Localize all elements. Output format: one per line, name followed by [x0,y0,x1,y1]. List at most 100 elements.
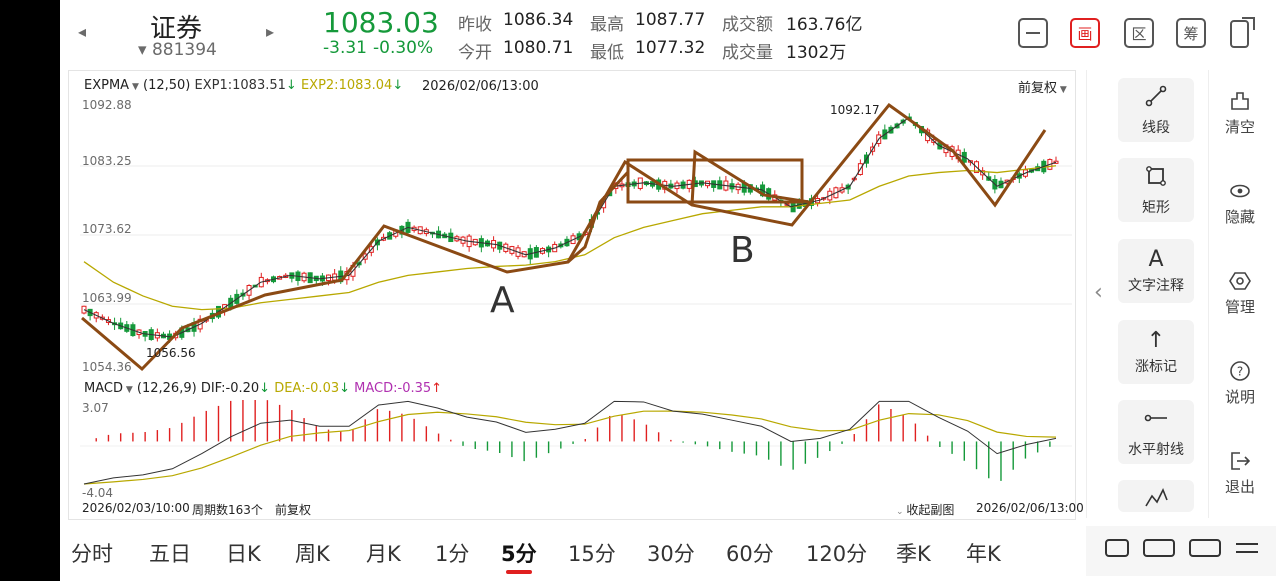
chip-distribution-button[interactable]: 筹 [1176,18,1206,48]
exit-label: 退出 [1224,478,1255,496]
tool-rectangle[interactable]: 矩形 [1118,158,1194,222]
eye-icon [1212,180,1268,206]
macd-chart[interactable] [80,400,1072,498]
y-label: 1092.88 [82,98,132,112]
horizontal-ray-icon [1118,406,1194,439]
period-count: 周期数163个 [192,503,263,517]
settings-icon [1212,270,1268,296]
dif-down-arrow-icon: ↓ [259,381,271,396]
pattern-icon [1118,486,1194,512]
period-tab[interactable]: 季K [896,542,931,566]
period-tab[interactable]: 日K [226,542,261,566]
adjust-label: 前复权 [1018,81,1058,96]
period-tab[interactable]: 30分 [647,542,695,566]
collapse-label: 收起副图 [906,503,955,517]
collapse-tools-chevron-icon[interactable]: ‹ [1094,280,1103,305]
drawn-zigzag-line[interactable] [690,149,810,206]
high-label: 最高 [590,15,624,35]
help-icon: ? [1212,360,1268,386]
device-switch-icon [1230,17,1255,48]
period-tab[interactable]: 周K [295,542,330,566]
tool-pattern[interactable] [1118,480,1194,512]
price-change-pct: -0.30% [373,38,434,58]
help-button[interactable]: ? 说明 [1212,360,1268,407]
dea-down-arrow-icon: ↓ [339,381,351,396]
exp2-down-arrow-icon: ↓ [392,78,404,93]
amount-value: 163.76亿 [786,15,863,35]
dea-value: DEA:-0.03 [274,381,340,396]
period-tab[interactable]: 月K [366,542,401,566]
volume-label: 成交量 [722,43,773,63]
settings-sliders-icon [1105,539,1258,557]
annotation-a[interactable]: A [490,280,515,321]
tool-up-mark[interactable]: ↑ 涨标记 [1118,320,1194,384]
sub-indicator-selector[interactable]: MACD ▼ [84,381,133,396]
macd-bars [95,400,1051,481]
y-label: 1083.25 [82,154,132,168]
stock-code: ▾ 881394 [138,40,217,60]
annotation-b[interactable]: B [730,230,755,271]
low-point-label: 1056.56 [146,346,196,360]
rectangle-icon [1118,164,1194,197]
dif-line [83,400,1057,485]
hide-button[interactable]: 隐藏 [1212,180,1268,227]
draw-label: 画 [1077,24,1093,43]
tool-text-annotation[interactable]: A 文字注释 [1118,239,1194,303]
help-label: 说明 [1224,388,1255,406]
up-arrow-icon: ↑ [1146,328,1166,353]
drawn-trend-line[interactable] [81,102,1047,372]
prev-close-value: 1086.34 [503,10,574,30]
tool-horizontal-ray[interactable]: 水平射线 [1118,400,1194,464]
line-segment-icon [1118,84,1194,117]
open-value: 1080.71 [503,38,574,58]
period-tab[interactable]: 五日 [149,542,191,566]
period-tab[interactable]: 年K [966,542,1001,566]
manage-button[interactable]: 管理 [1212,270,1268,317]
prev-stock-arrow[interactable]: ◂ [78,22,87,41]
clear-button[interactable]: 清空 [1212,90,1268,137]
candle [81,305,87,314]
candle [1053,160,1059,164]
svg-text:?: ? [1237,365,1243,379]
tool-label: 文字注释 [1128,278,1184,294]
exp2-value: EXP2:1083.04 [300,78,393,93]
tool-line-segment[interactable]: 线段 [1118,78,1194,142]
y-label: 1073.62 [82,222,132,236]
tool-label: 线段 [1142,120,1170,136]
manage-label: 管理 [1224,298,1255,316]
exit-icon [1212,450,1268,476]
drawn-rectangle[interactable] [626,158,804,204]
amount-label: 成交额 [722,15,773,35]
adjust-selector[interactable]: 前复权 ▼ [1018,77,1067,96]
draw-mode-button[interactable]: 画 [1070,18,1100,48]
main-chart[interactable] [80,92,1072,382]
stock-name: 证券 [150,14,203,44]
chart-settings-area[interactable] [1086,526,1276,576]
macd-y-bottom: -4.04 [82,486,114,500]
chevron-down-icon: ▼ [129,82,139,92]
exit-button[interactable]: 退出 [1212,450,1268,497]
drawn-zigzag-line[interactable] [567,170,630,264]
tool-label: 涨标记 [1135,359,1177,375]
main-indicator-selector[interactable]: EXPMA ▼ [84,78,139,93]
period-tab[interactable]: 15分 [568,542,616,566]
period-tab[interactable]: 分时 [71,542,113,566]
period-tab[interactable]: 1分 [435,542,470,566]
start-time: 2026/02/03/10:00 [82,501,190,515]
minimize-toolbar-button[interactable] [1018,18,1048,48]
hide-label: 隐藏 [1224,208,1255,226]
period-tab-active[interactable]: 5分 [501,542,537,566]
period-tab[interactable]: 120分 [806,542,868,566]
volume-value: 1302万 [786,43,847,63]
next-stock-arrow[interactable]: ▸ [266,22,275,41]
region-stats-button[interactable]: 区 [1124,18,1154,48]
period-tab[interactable]: 60分 [726,542,774,566]
stock-code-value: 881394 [151,40,217,60]
low-value: 1077.32 [635,38,706,58]
chart-panel[interactable] [68,70,1076,520]
macd-up-arrow-icon: ↑ [431,381,443,396]
collapse-sub-chart[interactable]: ⌄ 收起副图 [896,501,954,518]
tools-divider [1086,70,1087,518]
device-switch-button[interactable] [1228,16,1258,50]
main-legend: EXPMA ▼ (12,50) EXP1:1083.51↓ EXP2:1083.… [84,78,403,93]
